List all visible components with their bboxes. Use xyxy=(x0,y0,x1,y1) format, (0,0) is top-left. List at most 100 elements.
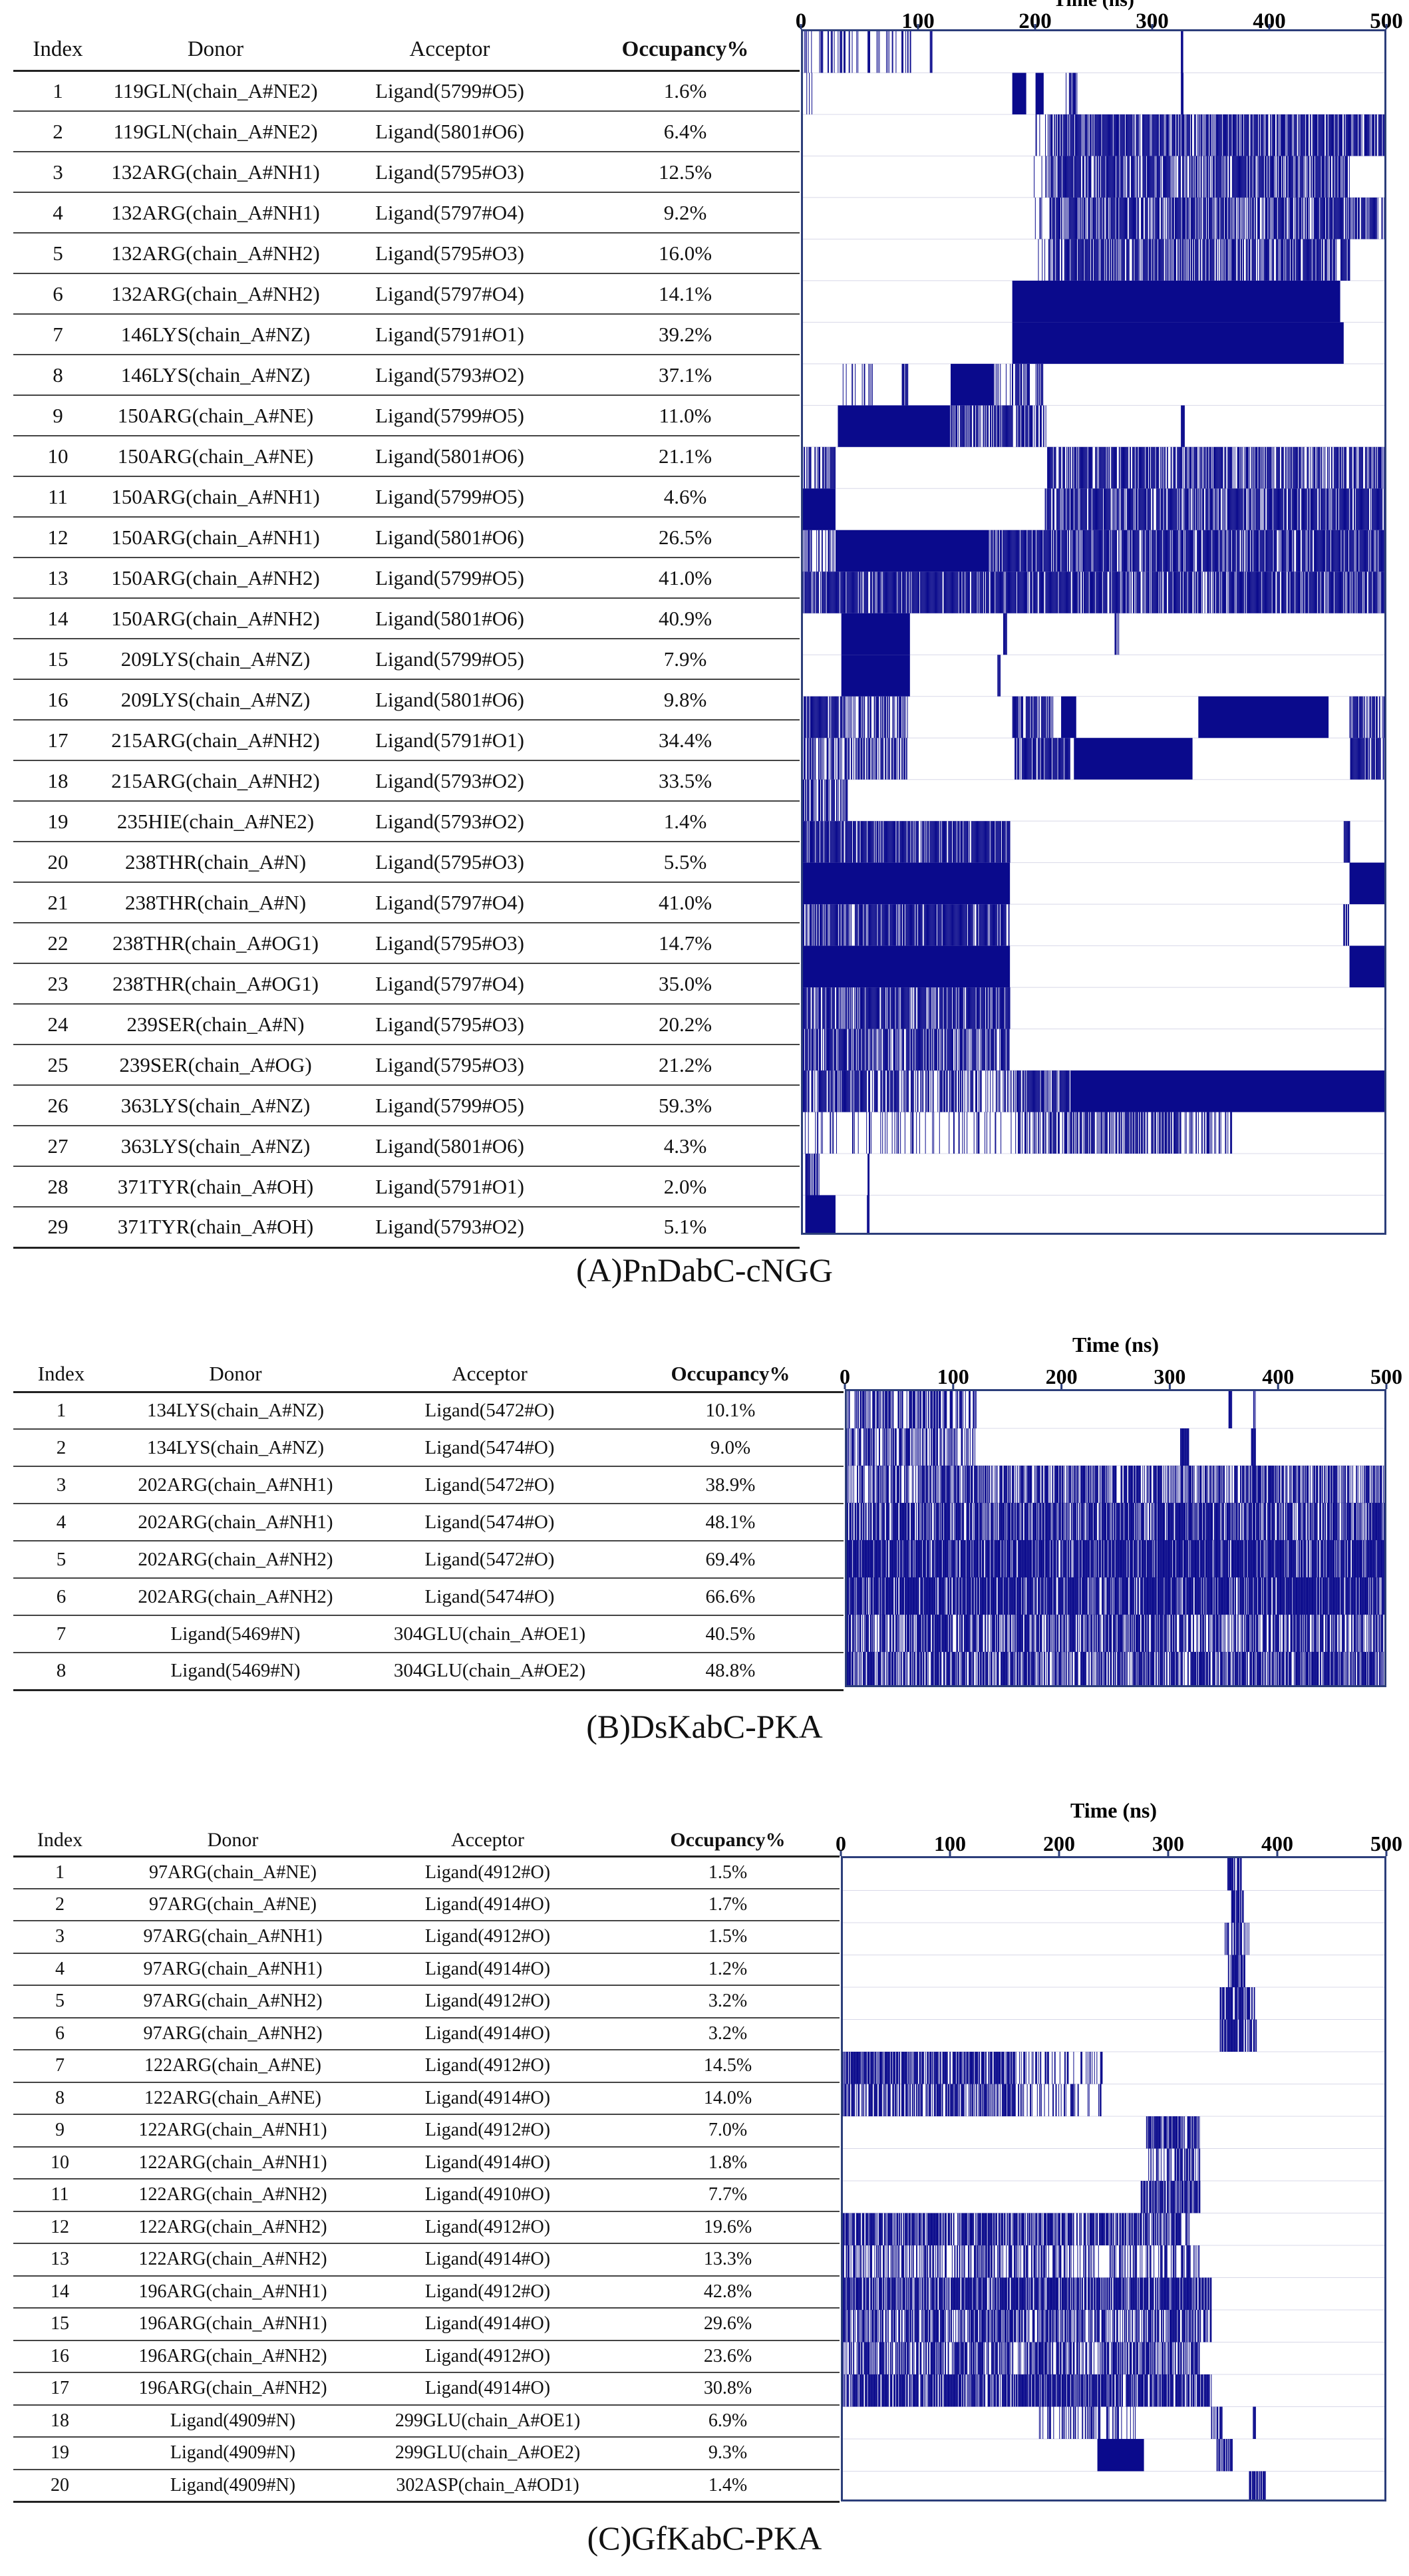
hbond-frame xyxy=(887,904,888,946)
hbond-frame xyxy=(1049,530,1050,572)
hbond-frame xyxy=(1264,488,1265,530)
hbond-frame xyxy=(1376,571,1378,613)
hbond-frame xyxy=(1177,197,1178,240)
hbond-frame xyxy=(1076,73,1078,114)
hbond-frame xyxy=(1332,239,1334,281)
hbond-frame xyxy=(815,738,816,780)
hbond-frame xyxy=(1237,571,1239,613)
hbond-frame xyxy=(844,904,846,946)
hbond-frame xyxy=(1344,197,1346,240)
hbond-frame xyxy=(1032,738,1034,780)
hbond-frame xyxy=(1284,488,1285,530)
hbond-frame xyxy=(1342,239,1344,281)
hbond-frame xyxy=(851,904,852,946)
hbond-frame xyxy=(1310,446,1311,489)
hbond-frame xyxy=(1058,738,1059,780)
cell-index: 18 xyxy=(13,760,102,802)
hbond-frame xyxy=(1137,197,1138,240)
hbond-frame xyxy=(932,821,933,863)
hbond-frame xyxy=(842,821,843,863)
hbond-frame xyxy=(1232,571,1233,613)
cell-index: 23 xyxy=(13,963,102,1005)
cell-index: 14 xyxy=(13,598,102,639)
hbond-frame xyxy=(1358,488,1359,530)
hbond-frame xyxy=(1003,405,1005,447)
hbond-frame xyxy=(1297,197,1298,240)
hbond-frame xyxy=(838,821,839,863)
hbond-frame xyxy=(1233,530,1235,572)
hbond-frame xyxy=(832,821,834,863)
hbond-frame xyxy=(1241,197,1243,240)
hbond-frame xyxy=(1175,114,1177,156)
hbond-frame xyxy=(1282,488,1283,530)
hbond-frame xyxy=(1174,114,1175,156)
hbond-frame xyxy=(1281,446,1282,489)
hbond-frame xyxy=(1045,738,1046,780)
hbond-frame xyxy=(1327,197,1329,240)
hbond-frame xyxy=(1272,239,1273,281)
hbond-frame xyxy=(1126,239,1127,281)
hbond-frame xyxy=(1112,571,1114,613)
hbond-frame xyxy=(1142,156,1144,198)
hbond-frame xyxy=(1327,571,1329,613)
hbond-frame xyxy=(1242,156,1243,198)
hbond-frame xyxy=(1295,197,1297,240)
hbond-frame xyxy=(911,821,913,863)
hbond-frame xyxy=(1158,488,1159,530)
hbond-frame xyxy=(1162,488,1163,530)
hbond-frame xyxy=(1271,488,1273,530)
hbond-frame xyxy=(1302,197,1303,240)
hbond-frame xyxy=(1166,114,1167,156)
hbond-frame xyxy=(806,571,807,613)
cell-acceptor: Ligand(5795#O3) xyxy=(329,1004,571,1045)
hbond-frame xyxy=(1068,738,1070,780)
hbond-segment xyxy=(806,73,812,114)
hbond-frame xyxy=(1329,197,1330,240)
hbond-frame xyxy=(1364,114,1365,156)
hbond-frame xyxy=(1333,114,1334,156)
hbond-frame xyxy=(1237,114,1239,156)
hbond-frame xyxy=(867,696,869,738)
cell-donor: 215ARG(chain_A#NH2) xyxy=(102,720,329,761)
hbond-frame xyxy=(980,571,981,613)
hbond-frame xyxy=(1378,696,1380,738)
hbond-frame xyxy=(1059,156,1060,198)
hbond-segment xyxy=(803,488,836,530)
hbond-frame xyxy=(1049,488,1050,530)
hbond-frame xyxy=(1060,488,1062,530)
hbond-frame xyxy=(1157,446,1158,489)
hbond-frame xyxy=(1056,114,1058,156)
hbond-frame xyxy=(1251,530,1252,572)
hbond-frame xyxy=(1223,571,1225,613)
hbond-frame xyxy=(1360,488,1361,530)
hbond-frame xyxy=(1131,156,1132,198)
hbond-frame xyxy=(833,821,834,863)
hbond-frame xyxy=(1348,239,1349,281)
hbond-frame xyxy=(858,821,860,863)
hbond-frame xyxy=(1285,488,1287,530)
hbond-frame xyxy=(1193,488,1195,530)
hbond-frame xyxy=(1086,114,1088,156)
hbond-frame xyxy=(889,738,890,780)
hbond-frame xyxy=(1361,571,1362,613)
hbond-frame xyxy=(869,363,871,406)
hbond-frame xyxy=(1102,446,1104,489)
hbond-frame xyxy=(1276,530,1277,572)
hbond-frame xyxy=(1068,114,1070,156)
hbond-frame xyxy=(1205,488,1207,530)
hbond-frame xyxy=(1005,530,1007,572)
hbond-frame xyxy=(1380,114,1382,156)
hbond-frame xyxy=(1223,114,1225,156)
hbond-frame xyxy=(1334,571,1336,613)
hbond-frame xyxy=(1378,446,1380,489)
hbond-frame xyxy=(1362,197,1364,240)
hbond-frame xyxy=(1196,156,1197,198)
hbond-frame xyxy=(997,405,999,447)
hbond-frame xyxy=(885,738,887,780)
hbond-frame xyxy=(1170,239,1172,281)
hbond-frame xyxy=(1118,488,1120,530)
hbond-frame xyxy=(1217,156,1219,198)
hbond-frame xyxy=(1360,696,1362,738)
hbond-frame xyxy=(1084,571,1085,613)
hbond-frame xyxy=(968,571,969,613)
